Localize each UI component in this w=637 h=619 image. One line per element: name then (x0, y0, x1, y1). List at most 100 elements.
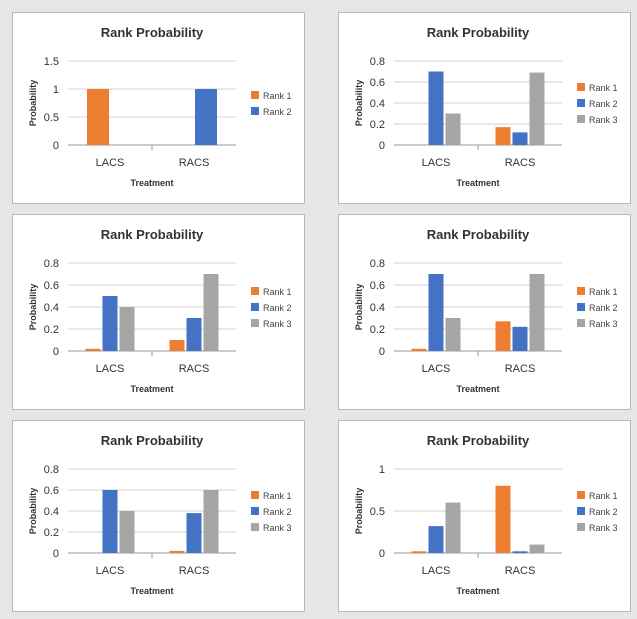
chart-panel-5: Rank Probability 0 0.2 0.4 0.6 0.8 LACS RACS Tre… (12, 420, 305, 612)
y-tick-label: 0 (53, 548, 59, 560)
legend-swatch (251, 507, 259, 515)
legend-label: Rank 2 (589, 99, 618, 109)
y-tick-label: 0.8 (370, 56, 385, 68)
legend-swatch (577, 491, 585, 499)
y-tick-label: 1.5 (44, 56, 59, 68)
legend-label: Rank 3 (589, 115, 618, 125)
x-tick-label: RACS (179, 565, 210, 577)
bar-rank-3-lacs (119, 511, 135, 553)
chart-title: Rank Probability (427, 25, 530, 40)
bar-rank-1-racs (169, 550, 185, 553)
chart-panel-1: Rank Probability 0 0.5 1 1.5 LACS RACS Treatmen… (12, 12, 305, 204)
y-tick-label: 0.5 (44, 112, 59, 124)
legend-label: Rank 3 (589, 319, 618, 329)
legend-swatch (577, 83, 585, 91)
legend-swatch (251, 107, 259, 115)
bar-rank-1-racs (495, 485, 511, 553)
x-tick-label: LACS (422, 157, 451, 169)
bar-chart: Rank Probability 0 0.2 0.4 0.6 0.8 LACS RACS Tre… (28, 227, 292, 394)
legend-label: Rank 1 (263, 91, 292, 101)
y-tick-label: 1 (53, 84, 59, 96)
y-axis-title: Probability (28, 488, 38, 535)
x-tick-label: LACS (96, 157, 125, 169)
chart-title: Rank Probability (101, 25, 204, 40)
legend-label: Rank 1 (589, 491, 618, 501)
legend-swatch (251, 91, 259, 99)
bar-chart: Rank Probability 0 0.2 0.4 0.6 0.8 LACS RACS Tre… (354, 227, 618, 394)
y-tick-label: 0.4 (44, 506, 59, 518)
x-tick-label: LACS (422, 565, 451, 577)
chart-title: Rank Probability (427, 433, 530, 448)
bar-rank-1-lacs (411, 551, 427, 553)
legend-label: Rank 1 (263, 491, 292, 501)
bar-rank-2-racs (512, 132, 528, 145)
bar-rank-3-lacs (445, 113, 461, 145)
x-tick-label: RACS (179, 363, 210, 375)
y-tick-label: 0.8 (370, 258, 385, 270)
legend-swatch (251, 491, 259, 499)
y-tick-label: 0.6 (44, 485, 59, 497)
y-tick-label: 0.6 (370, 280, 385, 292)
x-axis-title: Treatment (456, 384, 499, 394)
legend-label: Rank 2 (263, 107, 292, 117)
bar-rank-3-racs (529, 544, 545, 553)
bar-rank-3-racs (529, 72, 545, 145)
y-tick-label: 0.2 (370, 324, 385, 336)
legend-swatch (577, 287, 585, 295)
y-tick-label: 0.8 (44, 258, 59, 270)
legend-swatch (577, 115, 585, 123)
y-tick-label: 0.6 (370, 77, 385, 89)
bar-rank-2-lacs (428, 274, 444, 351)
bar-rank-1-racs (495, 321, 511, 351)
legend-label: Rank 2 (263, 303, 292, 313)
bar-rank-3-racs (203, 490, 219, 553)
legend-label: Rank 1 (589, 83, 618, 93)
bar-rank-3-lacs (445, 502, 461, 553)
bar-rank-1-lacs (411, 348, 427, 351)
chart-panel-2: Rank Probability 0 0.2 0.4 0.6 0.8 LACS RACS Tre… (338, 12, 631, 204)
bar-rank-2-lacs (102, 296, 118, 351)
x-tick-label: LACS (422, 363, 451, 375)
y-tick-label: 0.4 (370, 98, 385, 110)
bar-rank-1-racs (169, 340, 185, 351)
bar-chart: Rank Probability 0 0.5 1 LACS RACS Treatment Pr… (354, 433, 618, 596)
chart-title: Rank Probability (101, 433, 204, 448)
x-tick-label: LACS (96, 565, 125, 577)
x-tick-label: RACS (505, 363, 536, 375)
bar-rank-2-racs (512, 551, 528, 553)
y-axis-title: Probability (354, 80, 364, 127)
y-axis-title: Probability (354, 488, 364, 535)
chart-panel-3: Rank Probability 0 0.2 0.4 0.6 0.8 LACS RACS Tre… (12, 214, 305, 410)
legend-label: Rank 3 (263, 523, 292, 533)
legend-swatch (251, 303, 259, 311)
bar-rank-2-racs (512, 326, 528, 351)
y-tick-label: 0.6 (44, 280, 59, 292)
chart-panel-4: Rank Probability 0 0.2 0.4 0.6 0.8 LACS RACS Tre… (338, 214, 631, 410)
legend-label: Rank 3 (589, 523, 618, 533)
bar-rank-3-lacs (445, 318, 461, 351)
legend-swatch (577, 507, 585, 515)
y-tick-label: 1 (379, 464, 385, 476)
bar-rank-2-lacs (428, 71, 444, 145)
bar-rank-2-lacs (102, 490, 118, 553)
legend-swatch (251, 523, 259, 531)
x-axis-title: Treatment (130, 384, 173, 394)
bar-rank-1-lacs (87, 89, 109, 145)
legend-label: Rank 1 (263, 287, 292, 297)
x-axis-title: Treatment (456, 586, 499, 596)
y-tick-label: 0 (379, 140, 385, 152)
legend-label: Rank 3 (263, 319, 292, 329)
bar-chart: Rank Probability 0 0.2 0.4 0.6 0.8 LACS RACS Tre… (354, 25, 618, 188)
y-tick-label: 0 (379, 548, 385, 560)
y-tick-label: 0.4 (44, 302, 59, 314)
bar-rank-3-racs (203, 274, 219, 351)
legend-swatch (251, 319, 259, 327)
bar-rank-2-racs (186, 513, 202, 553)
y-axis-title: Probability (354, 284, 364, 331)
x-axis-title: Treatment (130, 178, 173, 188)
chart-title: Rank Probability (101, 227, 204, 242)
y-tick-label: 0.4 (370, 302, 385, 314)
bar-chart: Rank Probability 0 0.5 1 1.5 LACS RACS Treatmen… (28, 25, 292, 188)
x-tick-label: RACS (505, 157, 536, 169)
bar-chart: Rank Probability 0 0.2 0.4 0.6 0.8 LACS RACS Tre… (28, 433, 292, 596)
